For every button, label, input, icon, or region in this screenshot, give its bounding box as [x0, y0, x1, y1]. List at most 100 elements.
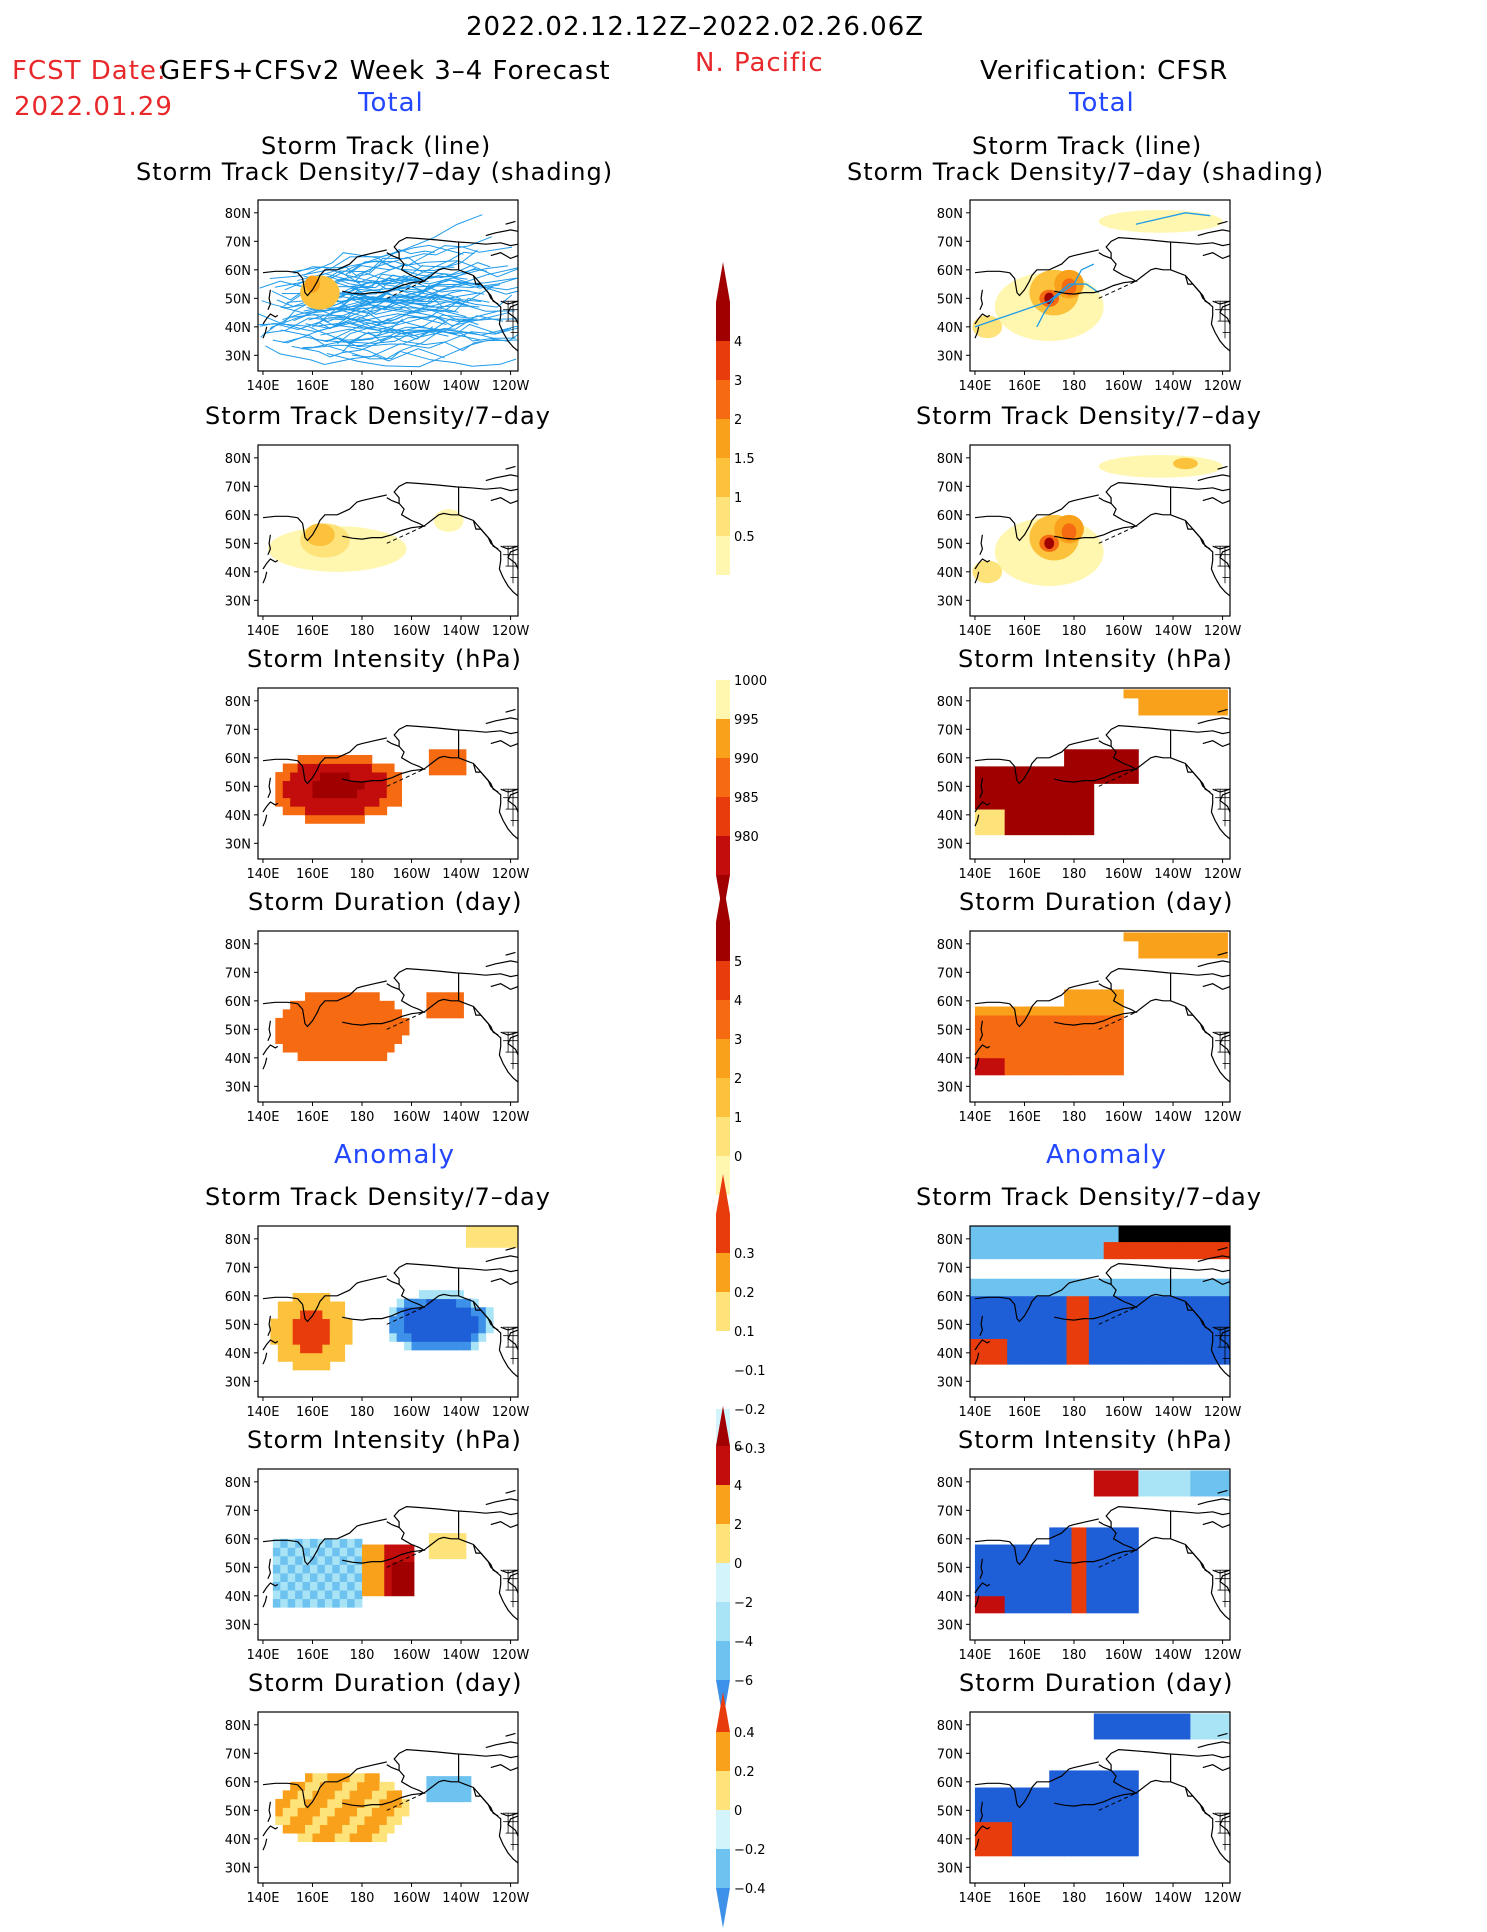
grid-cell [1059, 1241, 1067, 1251]
grid-cell [1138, 1721, 1147, 1731]
grid-cell [1123, 1553, 1132, 1563]
grid-cell [1101, 1032, 1110, 1042]
grid-cell [982, 1578, 991, 1588]
grid-cell [1022, 1295, 1030, 1305]
grid-cell [285, 1335, 294, 1345]
grid-cell [349, 763, 358, 773]
grid-cell [436, 766, 445, 776]
grid-cell [1074, 1278, 1082, 1288]
grid-cell [371, 992, 380, 1002]
grid-cell [1096, 1241, 1105, 1251]
cbar-label: 0.1 [734, 1325, 755, 1340]
grid-cell [1175, 932, 1184, 942]
grid-cell [404, 1324, 412, 1334]
coastline [1009, 1761, 1099, 1809]
cbar-label: 3 [734, 1033, 742, 1048]
grid-cell [1066, 1330, 1075, 1339]
grid-cell [1034, 1561, 1043, 1571]
grid-cell [1197, 697, 1206, 707]
grid-cell [1056, 1813, 1065, 1823]
grid-cell [322, 1361, 331, 1371]
grid-cell [1004, 1032, 1013, 1042]
grid-cell [1081, 1347, 1090, 1357]
lon-tick-label: 180 [350, 1110, 375, 1125]
grid-cell [337, 1301, 346, 1311]
grid-cell [1088, 1226, 1097, 1234]
grid-cell [1108, 757, 1117, 767]
grid-cell [984, 1233, 993, 1243]
grid-cell [1019, 1066, 1028, 1076]
grid-cell [305, 806, 313, 816]
coastline [262, 758, 298, 762]
grid-cell [999, 1330, 1008, 1339]
grid-cell [386, 780, 395, 790]
grid-cell [275, 1798, 284, 1808]
grid-cell [1111, 1347, 1119, 1357]
grid-cell [1185, 1355, 1194, 1365]
grid-cell [1071, 1006, 1080, 1016]
grid-cell [1108, 1595, 1117, 1605]
grid-cell [1066, 1295, 1075, 1305]
grid-cell [1185, 1278, 1194, 1288]
grid-cell [1066, 1312, 1075, 1322]
grid-cell [332, 1590, 341, 1600]
grid-cell [1222, 1233, 1230, 1243]
grid-cell [982, 1604, 991, 1614]
grid-cell [1108, 1535, 1117, 1545]
grid-cell [1123, 932, 1132, 942]
grid-cell [1004, 1040, 1013, 1050]
coastline [1197, 1498, 1230, 1506]
cbar-label: −0.4 [734, 1882, 766, 1897]
cbar-segment [716, 1485, 730, 1525]
grid-cell [984, 1321, 993, 1331]
grid-cell [970, 1226, 978, 1234]
grid-cell [1123, 1838, 1132, 1848]
coastline [979, 289, 984, 310]
grid-cell [970, 1321, 978, 1331]
grid-cell [1086, 1578, 1095, 1588]
grid-cell [1074, 1355, 1082, 1365]
grid-cell [1078, 1604, 1087, 1614]
grid-cell [1212, 706, 1221, 716]
left-total-label: Total [358, 88, 424, 118]
grid-cell [997, 1032, 1006, 1042]
grid-cell [1222, 1321, 1230, 1331]
grid-cell [305, 1000, 313, 1010]
grid-cell [1130, 774, 1139, 784]
map-frame [969, 1225, 1231, 1398]
grid-cell [1041, 800, 1050, 810]
grid-cell [1212, 697, 1221, 707]
grid-cell [1182, 689, 1191, 699]
grid-cell [1093, 1470, 1102, 1480]
grid-cell [1074, 1233, 1082, 1243]
grid-cell [997, 766, 1006, 776]
grid-cell [426, 1315, 435, 1325]
grid-cell [292, 1335, 301, 1345]
grid-cell [1205, 949, 1214, 959]
grid-cell [992, 1321, 1001, 1331]
grid-cell [1101, 1487, 1110, 1497]
grid-cell [364, 1781, 373, 1791]
grid-cell [441, 992, 450, 1002]
grid-cell [1044, 1295, 1053, 1305]
grid-cell [1130, 766, 1139, 776]
grid-cell [1101, 1040, 1110, 1050]
grid-cell [989, 1023, 998, 1033]
grid-cell [342, 1824, 351, 1834]
grid-cell [1086, 1561, 1095, 1571]
grid-cell [342, 1833, 351, 1843]
grid-cell [1153, 932, 1162, 942]
grid-cell [1116, 1057, 1124, 1067]
grid-cell [297, 1009, 306, 1019]
lon-tick-label: 160W [1105, 867, 1143, 882]
storm-track-line [311, 294, 461, 328]
coastline [1009, 249, 1099, 297]
fcst-map-track: 80N 70N 60N 50N 40N 30N 140E 160E 180 160W 140W 120… [208, 199, 530, 401]
grid-cell [1029, 1304, 1038, 1314]
grid-cell [1071, 1015, 1080, 1025]
grid-cell [1064, 1535, 1072, 1545]
lat-tick-label: 50N [225, 1804, 251, 1819]
lat-tick-label: 30N [937, 1861, 963, 1876]
grid-cell [349, 1043, 358, 1053]
coastline [262, 313, 279, 325]
